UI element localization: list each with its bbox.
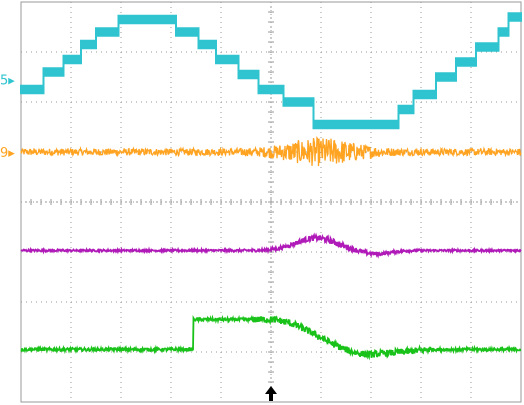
channel-1-trace (20, 12, 522, 130)
channel-1-marker: 5▸ (0, 74, 15, 89)
traces (20, 12, 522, 361)
grid (20, 1, 522, 403)
channel-2-trace (20, 135, 522, 167)
channel-3-trace (20, 232, 522, 259)
trigger-arrow-icon (265, 386, 277, 401)
overlays: 5▸ 9▸ (0, 74, 277, 401)
channel-2-marker: 9▸ (0, 146, 15, 161)
channel-4-trace (20, 314, 522, 361)
